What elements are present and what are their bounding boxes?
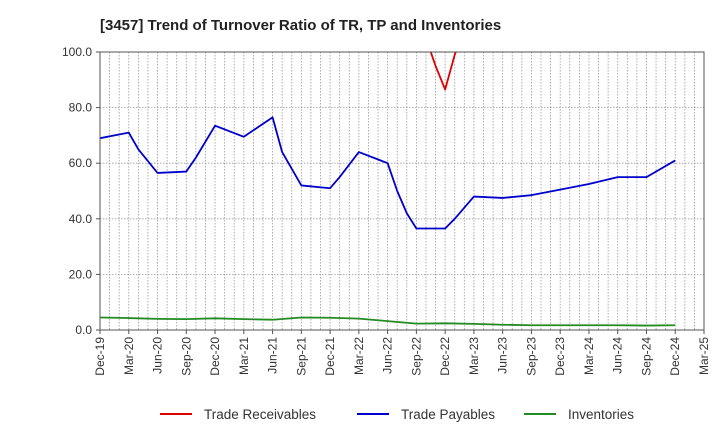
x-tick-label: Sep-21	[294, 337, 308, 376]
x-tick-label: Jun-20	[151, 337, 165, 374]
x-tick-label: Jun-24	[611, 337, 625, 374]
x-tick-label: Sep-22	[409, 337, 423, 376]
x-tick-label: Mar-21	[237, 337, 251, 375]
x-tick-label: Dec-19	[93, 337, 107, 376]
y-tick-label: 60.0	[69, 156, 93, 170]
y-axis: 0.0 20.0 40.0 60.0 80.0 100.0	[62, 45, 100, 337]
x-tick-label: Dec-23	[553, 337, 567, 376]
x-tick-label: Jun-21	[266, 337, 280, 374]
grid	[100, 51, 704, 331]
x-tick-label: Mar-22	[352, 337, 366, 375]
x-tick-label: Jun-22	[381, 337, 395, 374]
x-tick-label: Mar-23	[467, 337, 481, 375]
x-tick-label: Jun-23	[496, 337, 510, 374]
chart-title: [3457] Trend of Turnover Ratio of TR, TP…	[100, 17, 501, 34]
x-tick-label: Mar-24	[582, 337, 596, 375]
x-tick-label: Mar-20	[122, 337, 136, 375]
y-tick-label: 20.0	[69, 267, 93, 281]
legend-label: Trade Receivables	[204, 407, 316, 422]
legend-label: Inventories	[568, 407, 634, 422]
y-tick-label: 100.0	[62, 45, 92, 59]
plot-frame	[99, 51, 705, 331]
x-tick-label: Sep-20	[179, 337, 193, 376]
x-tick-label: Dec-24	[668, 337, 682, 376]
y-tick-label: 0.0	[75, 323, 92, 337]
legend: Trade Receivables Trade Payables Inventori…	[160, 407, 634, 422]
x-axis: Dec-19 Mar-20 Jun-20 Sep-20 Dec-20 Mar-21 Jun-…	[93, 330, 711, 376]
series-line-trade-payables	[100, 116, 676, 230]
plot-area	[100, 52, 704, 330]
x-tick-label: Dec-21	[323, 337, 337, 376]
x-tick-label: Sep-23	[524, 337, 538, 376]
y-tick-label: 80.0	[69, 101, 93, 115]
x-tick-label: Dec-22	[438, 337, 452, 376]
y-tick-label: 40.0	[69, 212, 93, 226]
x-tick-label: Mar-25	[697, 337, 711, 375]
x-tick-label: Dec-20	[208, 337, 222, 376]
x-tick-label: Sep-24	[639, 337, 653, 376]
series-line-trade-receivables	[429, 52, 457, 91]
legend-label: Trade Payables	[401, 407, 495, 422]
series-layer	[100, 52, 676, 327]
series-line-inventories	[100, 316, 676, 327]
